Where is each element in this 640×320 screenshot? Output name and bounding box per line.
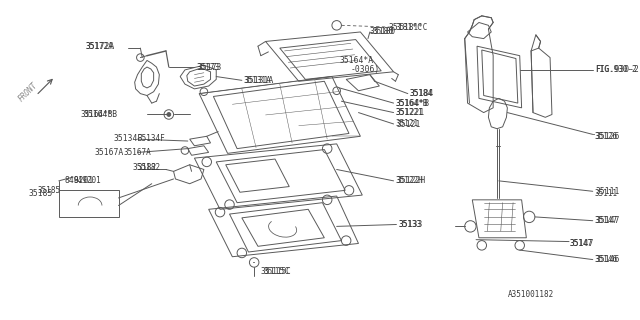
Text: 35134F: 35134F (114, 134, 143, 143)
Text: 35122H: 35122H (396, 176, 426, 185)
Text: 35164*B: 35164*B (81, 110, 113, 119)
Text: 35173: 35173 (196, 62, 220, 72)
Text: 35173: 35173 (197, 62, 221, 72)
Text: 35126: 35126 (596, 132, 620, 141)
Text: 35184: 35184 (410, 89, 433, 98)
Text: 35185: 35185 (38, 186, 61, 195)
Text: 35164*A: 35164*A (340, 56, 374, 65)
Text: 35146: 35146 (596, 255, 620, 264)
Text: 35182: 35182 (132, 163, 157, 172)
Text: 351221: 351221 (396, 108, 423, 117)
Text: 35126: 35126 (595, 132, 618, 141)
Text: 35131A: 35131A (244, 76, 271, 85)
Text: 849201: 849201 (65, 176, 93, 185)
Text: FIG.930-2: FIG.930-2 (595, 65, 636, 75)
Text: 35111: 35111 (596, 187, 620, 196)
Text: 35121: 35121 (396, 120, 420, 129)
Text: 35184: 35184 (410, 89, 434, 98)
Text: 35180: 35180 (370, 28, 394, 36)
Text: A351001182: A351001182 (508, 290, 554, 299)
Text: FIG.930-2: FIG.930-2 (596, 65, 639, 75)
Text: 35181*C: 35181*C (389, 23, 423, 32)
Text: -0306): -0306) (351, 65, 380, 75)
Text: 35147: 35147 (569, 239, 592, 248)
Text: 35182: 35182 (138, 163, 161, 172)
Text: 35185: 35185 (28, 189, 53, 198)
Text: 35111: 35111 (595, 189, 618, 198)
Text: 35147: 35147 (595, 216, 618, 225)
Text: 351221: 351221 (396, 108, 425, 117)
Text: 35115C: 35115C (264, 268, 291, 276)
Text: 35147: 35147 (596, 216, 620, 225)
Text: 35172A: 35172A (85, 42, 113, 51)
Text: 35167A: 35167A (95, 148, 124, 157)
Text: 35121: 35121 (396, 119, 419, 128)
Text: 35133: 35133 (398, 220, 422, 229)
Text: 35131A: 35131A (244, 76, 274, 85)
Text: 35146: 35146 (595, 255, 618, 264)
Text: 35172A: 35172A (85, 42, 115, 51)
Text: 35115C: 35115C (261, 268, 290, 276)
Text: 35164*B: 35164*B (83, 110, 118, 119)
Text: 35181*C: 35181*C (396, 23, 428, 32)
Text: 35122H: 35122H (396, 176, 423, 185)
Text: 35134F: 35134F (138, 134, 165, 143)
Text: 35147: 35147 (570, 239, 595, 248)
Text: 35167A: 35167A (124, 148, 151, 157)
Text: 35180: 35180 (372, 28, 396, 36)
Text: FRONT: FRONT (17, 80, 40, 103)
Circle shape (167, 113, 171, 116)
Text: 35164*B: 35164*B (396, 99, 429, 108)
Text: 849201: 849201 (74, 176, 102, 185)
Text: 35164*B: 35164*B (396, 99, 428, 108)
Text: 35133: 35133 (398, 220, 422, 229)
